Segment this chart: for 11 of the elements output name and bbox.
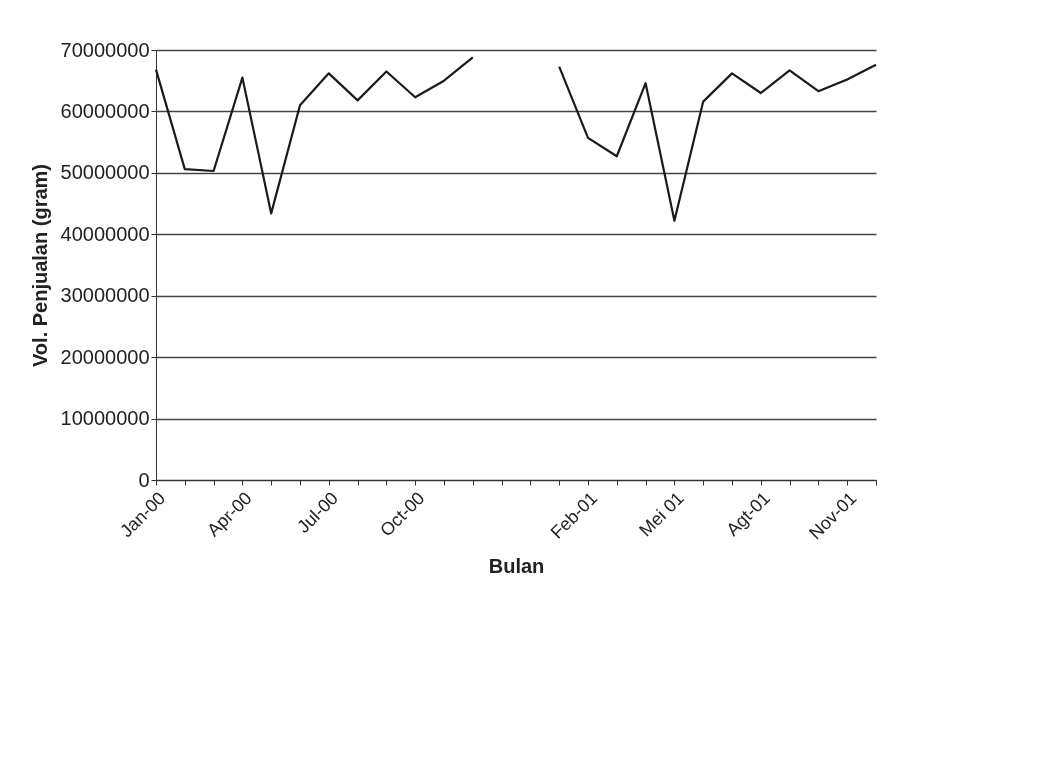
y-tick-label: 10000000 bbox=[60, 407, 150, 430]
y-tick-label: 0 bbox=[138, 468, 150, 491]
y-axis-title: Vol. Penjualan (gram) bbox=[28, 164, 51, 367]
y-tick-label: 30000000 bbox=[60, 284, 150, 307]
y-tick-label: 50000000 bbox=[60, 161, 150, 184]
x-tick-label: Mei 01 bbox=[635, 488, 688, 541]
y-tick-label: 70000000 bbox=[60, 38, 150, 61]
y-tick-label: 40000000 bbox=[60, 222, 150, 245]
x-axis-title: Bulan bbox=[488, 555, 545, 578]
y-tick-label: 20000000 bbox=[60, 345, 150, 368]
y-tick-label: 60000000 bbox=[60, 99, 150, 122]
